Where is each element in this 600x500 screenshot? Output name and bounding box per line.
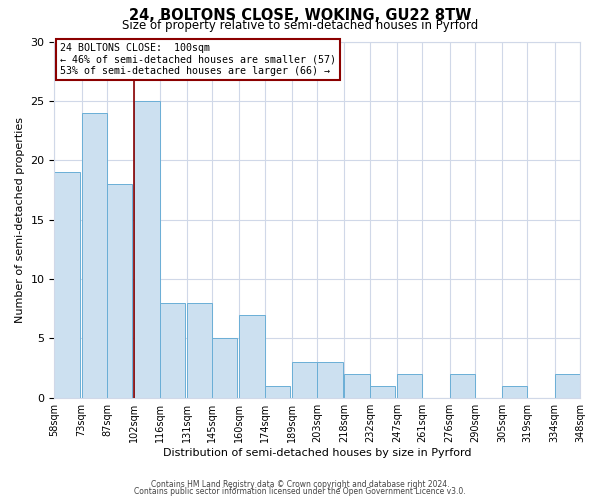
Bar [344,374,370,398]
Bar [397,374,422,398]
Text: Size of property relative to semi-detached houses in Pyrford: Size of property relative to semi-detach… [122,19,478,32]
Bar [107,184,133,398]
Text: Contains public sector information licensed under the Open Government Licence v3: Contains public sector information licen… [134,487,466,496]
Bar [265,386,290,398]
Bar [449,374,475,398]
Bar [212,338,238,398]
Bar [134,101,160,398]
Bar [239,314,265,398]
Text: Contains HM Land Registry data © Crown copyright and database right 2024.: Contains HM Land Registry data © Crown c… [151,480,449,489]
Bar [317,362,343,398]
Bar [554,374,580,398]
Bar [187,302,212,398]
Bar [292,362,317,398]
X-axis label: Distribution of semi-detached houses by size in Pyrford: Distribution of semi-detached houses by … [163,448,472,458]
Y-axis label: Number of semi-detached properties: Number of semi-detached properties [15,116,25,322]
Text: 24 BOLTONS CLOSE:  100sqm
← 46% of semi-detached houses are smaller (57)
53% of : 24 BOLTONS CLOSE: 100sqm ← 46% of semi-d… [59,44,335,76]
Bar [55,172,80,398]
Bar [82,112,107,398]
Bar [370,386,395,398]
Bar [502,386,527,398]
Bar [160,302,185,398]
Text: 24, BOLTONS CLOSE, WOKING, GU22 8TW: 24, BOLTONS CLOSE, WOKING, GU22 8TW [129,8,471,22]
